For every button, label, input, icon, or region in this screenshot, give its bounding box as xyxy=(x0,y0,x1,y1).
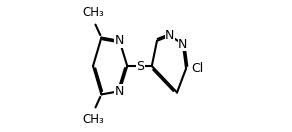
Text: N: N xyxy=(115,85,124,98)
Text: CH₃: CH₃ xyxy=(83,6,105,19)
Text: N: N xyxy=(165,29,175,42)
Text: N: N xyxy=(178,37,187,51)
Text: N: N xyxy=(115,34,124,47)
Text: S: S xyxy=(136,60,144,72)
Text: Cl: Cl xyxy=(191,62,204,75)
Text: CH₃: CH₃ xyxy=(83,113,105,126)
